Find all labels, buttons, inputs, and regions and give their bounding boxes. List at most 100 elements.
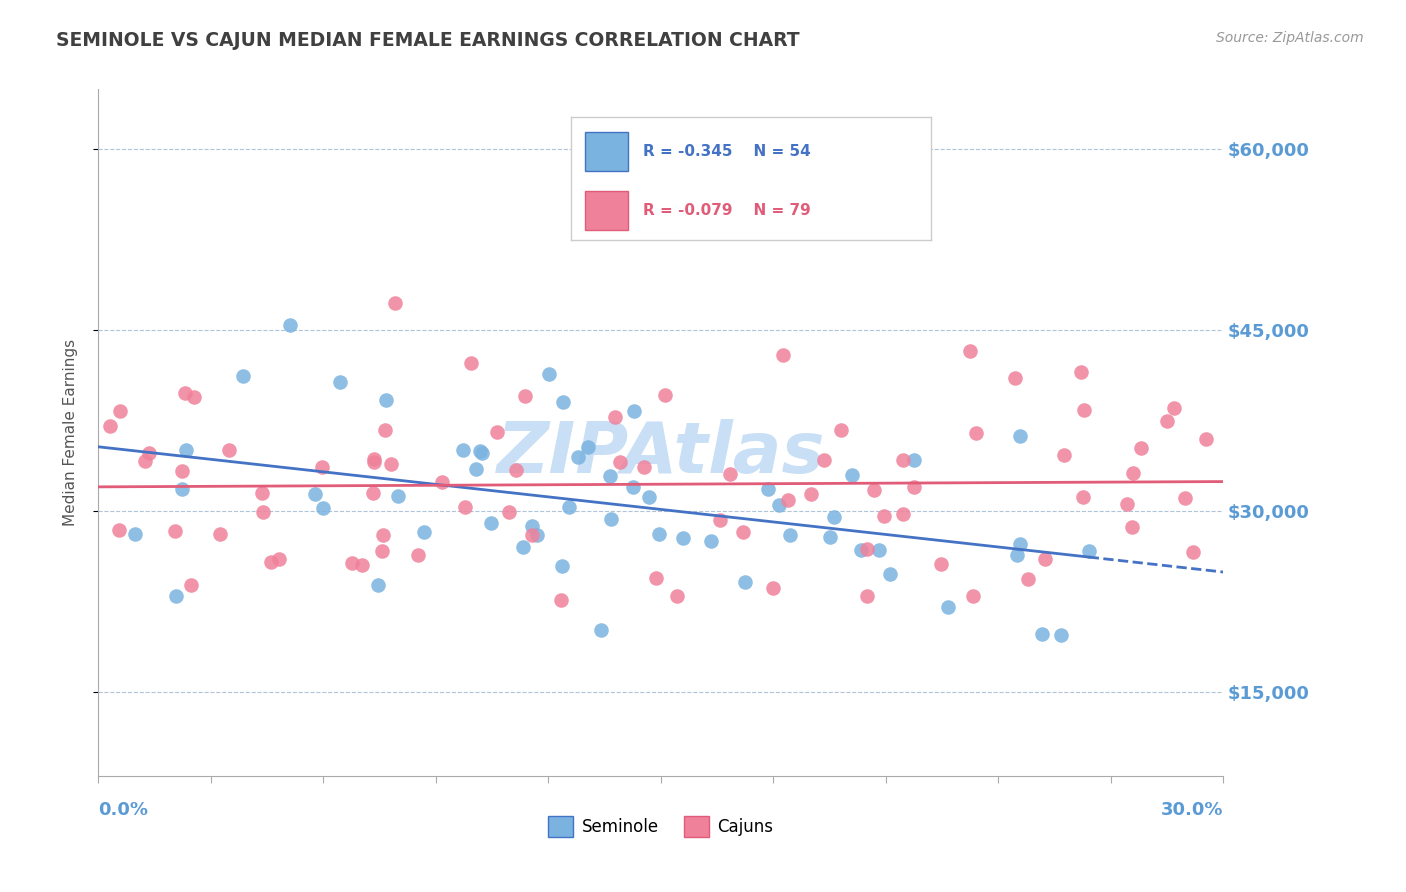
Point (879, 566, 901, 581)
Point (645, 571, 668, 585)
Point (938, 599, 960, 614)
Point (1033, 552, 1056, 566)
Point (823, 509, 845, 524)
Point (460, 356, 482, 370)
Point (1156, 414, 1178, 428)
Point (367, 577, 389, 591)
Point (1053, 448, 1076, 462)
Point (600, 512, 623, 526)
Point (965, 425, 987, 440)
Point (551, 558, 574, 573)
Point (371, 528, 394, 542)
Point (830, 423, 852, 437)
Point (1071, 491, 1094, 505)
Point (873, 508, 896, 523)
Point (776, 492, 799, 507)
Text: ZIPAtlas: ZIPAtlas (496, 418, 825, 488)
Point (454, 500, 477, 514)
Point (374, 423, 396, 437)
Point (903, 452, 925, 467)
Point (250, 486, 273, 500)
Point (371, 543, 394, 558)
Point (623, 403, 645, 417)
Text: SEMINOLE VS CAJUN MEDIAN FEMALE EARNINGS CORRELATION CHART: SEMINOLE VS CAJUN MEDIAN FEMALE EARNINGS… (56, 31, 800, 50)
Point (138, 446, 160, 460)
Point (768, 498, 790, 512)
Point (551, 394, 574, 409)
Point (363, 452, 385, 467)
Point (855, 589, 877, 603)
Point (312, 500, 335, 515)
Legend: Seminole, Cajuns: Seminole, Cajuns (541, 810, 780, 843)
Point (633, 459, 655, 474)
Point (672, 531, 695, 545)
Point (1005, 548, 1028, 562)
Point (1017, 572, 1039, 586)
Point (891, 507, 914, 521)
Text: 30.0%: 30.0% (1161, 801, 1223, 819)
Point (1174, 491, 1197, 506)
Y-axis label: Median Female Earnings: Median Female Earnings (63, 339, 77, 526)
Point (387, 489, 409, 503)
Point (1195, 432, 1218, 446)
Point (380, 457, 402, 471)
Point (599, 469, 621, 483)
Point (513, 389, 536, 403)
Point (183, 390, 205, 404)
Point (218, 443, 240, 458)
Point (174, 386, 197, 401)
Point (1077, 544, 1099, 558)
Point (929, 557, 952, 571)
Point (375, 392, 398, 407)
Point (772, 348, 794, 362)
Point (1181, 545, 1204, 559)
Point (363, 455, 385, 469)
Point (589, 623, 612, 637)
Point (1070, 365, 1092, 379)
Point (526, 528, 548, 542)
Point (903, 480, 925, 494)
Point (163, 524, 186, 538)
Point (637, 490, 659, 504)
Point (813, 452, 835, 467)
Point (818, 530, 841, 544)
Point (1073, 403, 1095, 417)
Point (1049, 628, 1071, 642)
Point (1115, 497, 1137, 511)
Point (471, 446, 494, 460)
Point (108, 523, 131, 537)
Point (208, 527, 231, 541)
Point (1121, 466, 1143, 480)
Point (406, 548, 429, 562)
Point (451, 443, 474, 458)
Point (342, 556, 364, 570)
Point (465, 461, 488, 475)
Point (959, 344, 981, 359)
Point (470, 444, 492, 458)
Point (170, 482, 193, 496)
Point (165, 590, 187, 604)
Point (709, 513, 731, 527)
Point (311, 459, 333, 474)
Text: 0.0%: 0.0% (98, 801, 149, 819)
Point (512, 541, 534, 555)
Point (1010, 429, 1032, 443)
Point (174, 442, 197, 457)
Point (1031, 627, 1053, 641)
Point (621, 480, 644, 494)
Point (1129, 441, 1152, 455)
Point (498, 506, 520, 520)
Point (252, 505, 274, 519)
Point (654, 388, 676, 402)
Point (567, 450, 589, 465)
Point (98, 419, 121, 434)
Point (304, 487, 326, 501)
Point (350, 558, 373, 573)
Point (232, 369, 254, 384)
Point (430, 475, 453, 489)
Point (576, 441, 599, 455)
Point (603, 409, 626, 424)
Point (134, 453, 156, 467)
Point (1121, 519, 1143, 533)
Point (505, 462, 527, 476)
